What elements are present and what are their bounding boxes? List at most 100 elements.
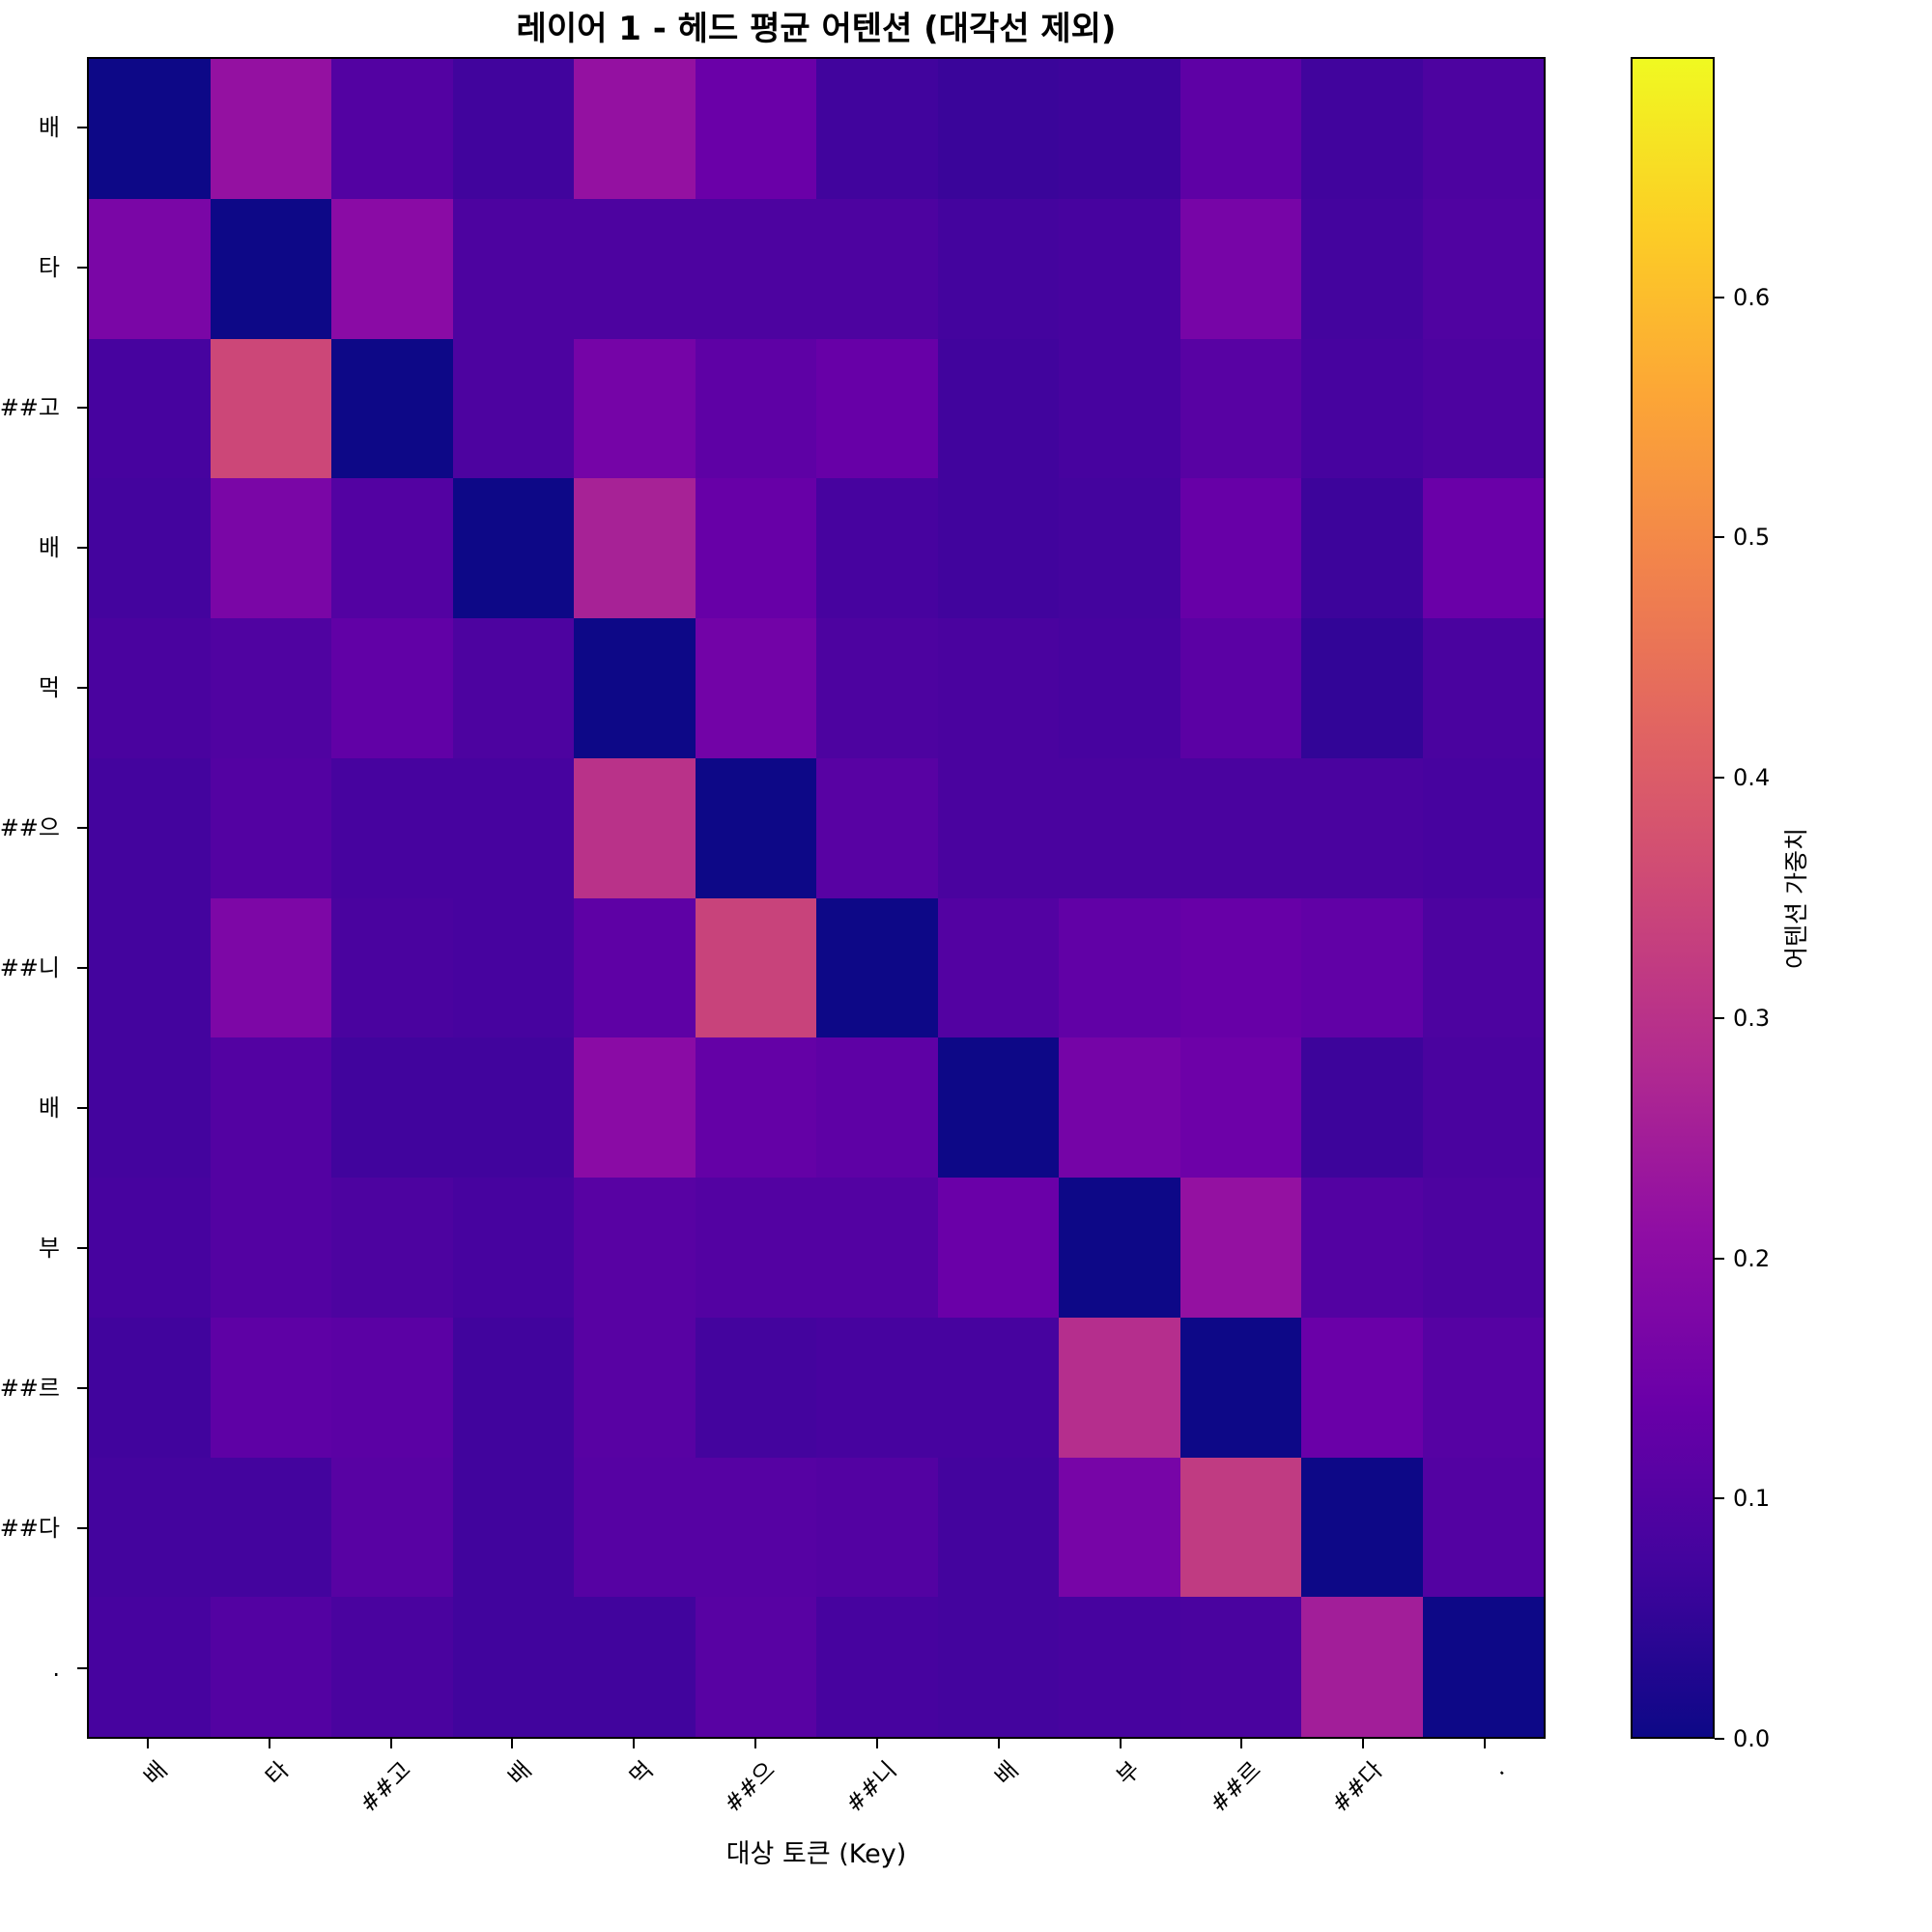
chart-title: 레이어 1 - 헤드 평균 어텐션 (대각선 제외) [516, 10, 1117, 48]
heatmap-grid [89, 59, 1544, 1737]
heatmap-cell [210, 1037, 331, 1178]
colorbar-tick-mark [1715, 1497, 1724, 1500]
heatmap-cell [452, 757, 574, 898]
heatmap-cell [816, 1317, 938, 1458]
heatmap-cell [695, 198, 816, 339]
heatmap-cell [816, 198, 938, 339]
x-tick-label: ##으 [719, 1756, 781, 1818]
heatmap-cell [210, 59, 331, 199]
colorbar [1631, 57, 1715, 1739]
heatmap-cell [574, 338, 696, 479]
heatmap-cell [1059, 757, 1180, 898]
colorbar-tick-label: 0.5 [1733, 524, 1771, 552]
heatmap-cell [331, 1457, 453, 1598]
heatmap-cell [1301, 757, 1423, 898]
y-tick-label: ##으 [0, 813, 60, 841]
heatmap-cell [1179, 757, 1301, 898]
y-tick-label: ##고 [0, 393, 60, 421]
y-tick-mark [77, 406, 87, 409]
heatmap-cell [1301, 1597, 1423, 1737]
heatmap-cell [1422, 59, 1544, 199]
colorbar-label: 어텐션 가중치 [1782, 828, 1810, 969]
heatmap-cell [1179, 897, 1301, 1038]
heatmap-cell [89, 198, 211, 339]
colorbar-tick-mark [1715, 1016, 1724, 1019]
heatmap-cell [937, 618, 1059, 758]
y-tick-mark [77, 1247, 87, 1250]
heatmap-cell [1301, 59, 1423, 199]
x-tick-mark [875, 1739, 878, 1748]
heatmap-cell [331, 198, 453, 339]
colorbar-tick-label: 0.6 [1733, 283, 1771, 311]
heatmap-cell [695, 1037, 816, 1178]
y-tick-mark [77, 266, 87, 269]
heatmap-cell [89, 757, 211, 898]
heatmap-cell [1059, 1037, 1180, 1178]
heatmap-cell [89, 338, 211, 479]
colorbar-tick-label: 0.0 [1733, 1725, 1771, 1752]
heatmap-cell [1059, 338, 1180, 479]
heatmap-cell [1179, 1597, 1301, 1737]
heatmap-cell [331, 618, 453, 758]
y-tick-mark [77, 686, 87, 689]
heatmap-cell [695, 1457, 816, 1598]
x-tick-mark [146, 1739, 149, 1748]
heatmap-cell [816, 897, 938, 1038]
x-tick-label: 배 [138, 1756, 173, 1791]
heatmap-cell [452, 1178, 574, 1318]
heatmap-cell [1422, 1037, 1544, 1178]
x-tick-mark [633, 1739, 636, 1748]
x-axis-label: 대상 토큰 (Key) [725, 1839, 907, 1869]
heatmap-cell [1422, 1317, 1544, 1458]
heatmap-cell [89, 618, 211, 758]
heatmap-cell [331, 59, 453, 199]
heatmap-cell [1301, 618, 1423, 758]
heatmap-cell [937, 1178, 1059, 1318]
heatmap-cell [695, 1178, 816, 1318]
y-tick-mark [77, 826, 87, 829]
heatmap-cell [574, 478, 696, 618]
heatmap-cell [452, 897, 574, 1038]
x-tick-label: ##고 [354, 1756, 416, 1818]
heatmap-cell [452, 1457, 574, 1598]
y-tick-label: 부 [38, 1235, 60, 1263]
heatmap-cell [1179, 59, 1301, 199]
heatmap-cell [331, 478, 453, 618]
heatmap-cell [695, 1317, 816, 1458]
y-tick-mark [77, 1107, 87, 1110]
x-tick-mark [389, 1739, 392, 1748]
heatmap-cell [89, 1597, 211, 1737]
heatmap-cell [89, 1317, 211, 1458]
heatmap-cell [210, 1178, 331, 1318]
heatmap-cell [695, 757, 816, 898]
x-tick-label: 타 [260, 1756, 295, 1791]
heatmap-cell [937, 897, 1059, 1038]
heatmap-cell [574, 1457, 696, 1598]
x-tick-label: . [1485, 1756, 1510, 1781]
heatmap-cell [574, 1317, 696, 1458]
heatmap-cell [816, 59, 938, 199]
heatmap-cell [210, 757, 331, 898]
y-tick-mark [77, 1667, 87, 1670]
heatmap-cell [89, 59, 211, 199]
heatmap-cell [1179, 478, 1301, 618]
heatmap-cell [1059, 1178, 1180, 1318]
x-tick-mark [1119, 1739, 1122, 1748]
x-tick-mark [1362, 1739, 1365, 1748]
heatmap-cell [210, 618, 331, 758]
heatmap-cell [1059, 1317, 1180, 1458]
heatmap-cell [89, 478, 211, 618]
heatmap-cell [816, 1037, 938, 1178]
heatmap-cell [937, 478, 1059, 618]
colorbar-tick-label: 0.2 [1733, 1244, 1771, 1272]
heatmap-cell [937, 1457, 1059, 1598]
heatmap-cell [1179, 618, 1301, 758]
heatmap-cell [1179, 1317, 1301, 1458]
heatmap-cell [937, 1037, 1059, 1178]
heatmap-cell [816, 618, 938, 758]
x-tick-label: 배 [502, 1756, 538, 1791]
heatmap-cell [937, 198, 1059, 339]
heatmap-cell [452, 618, 574, 758]
heatmap-cell [1422, 897, 1544, 1038]
heatmap-cell [331, 897, 453, 1038]
